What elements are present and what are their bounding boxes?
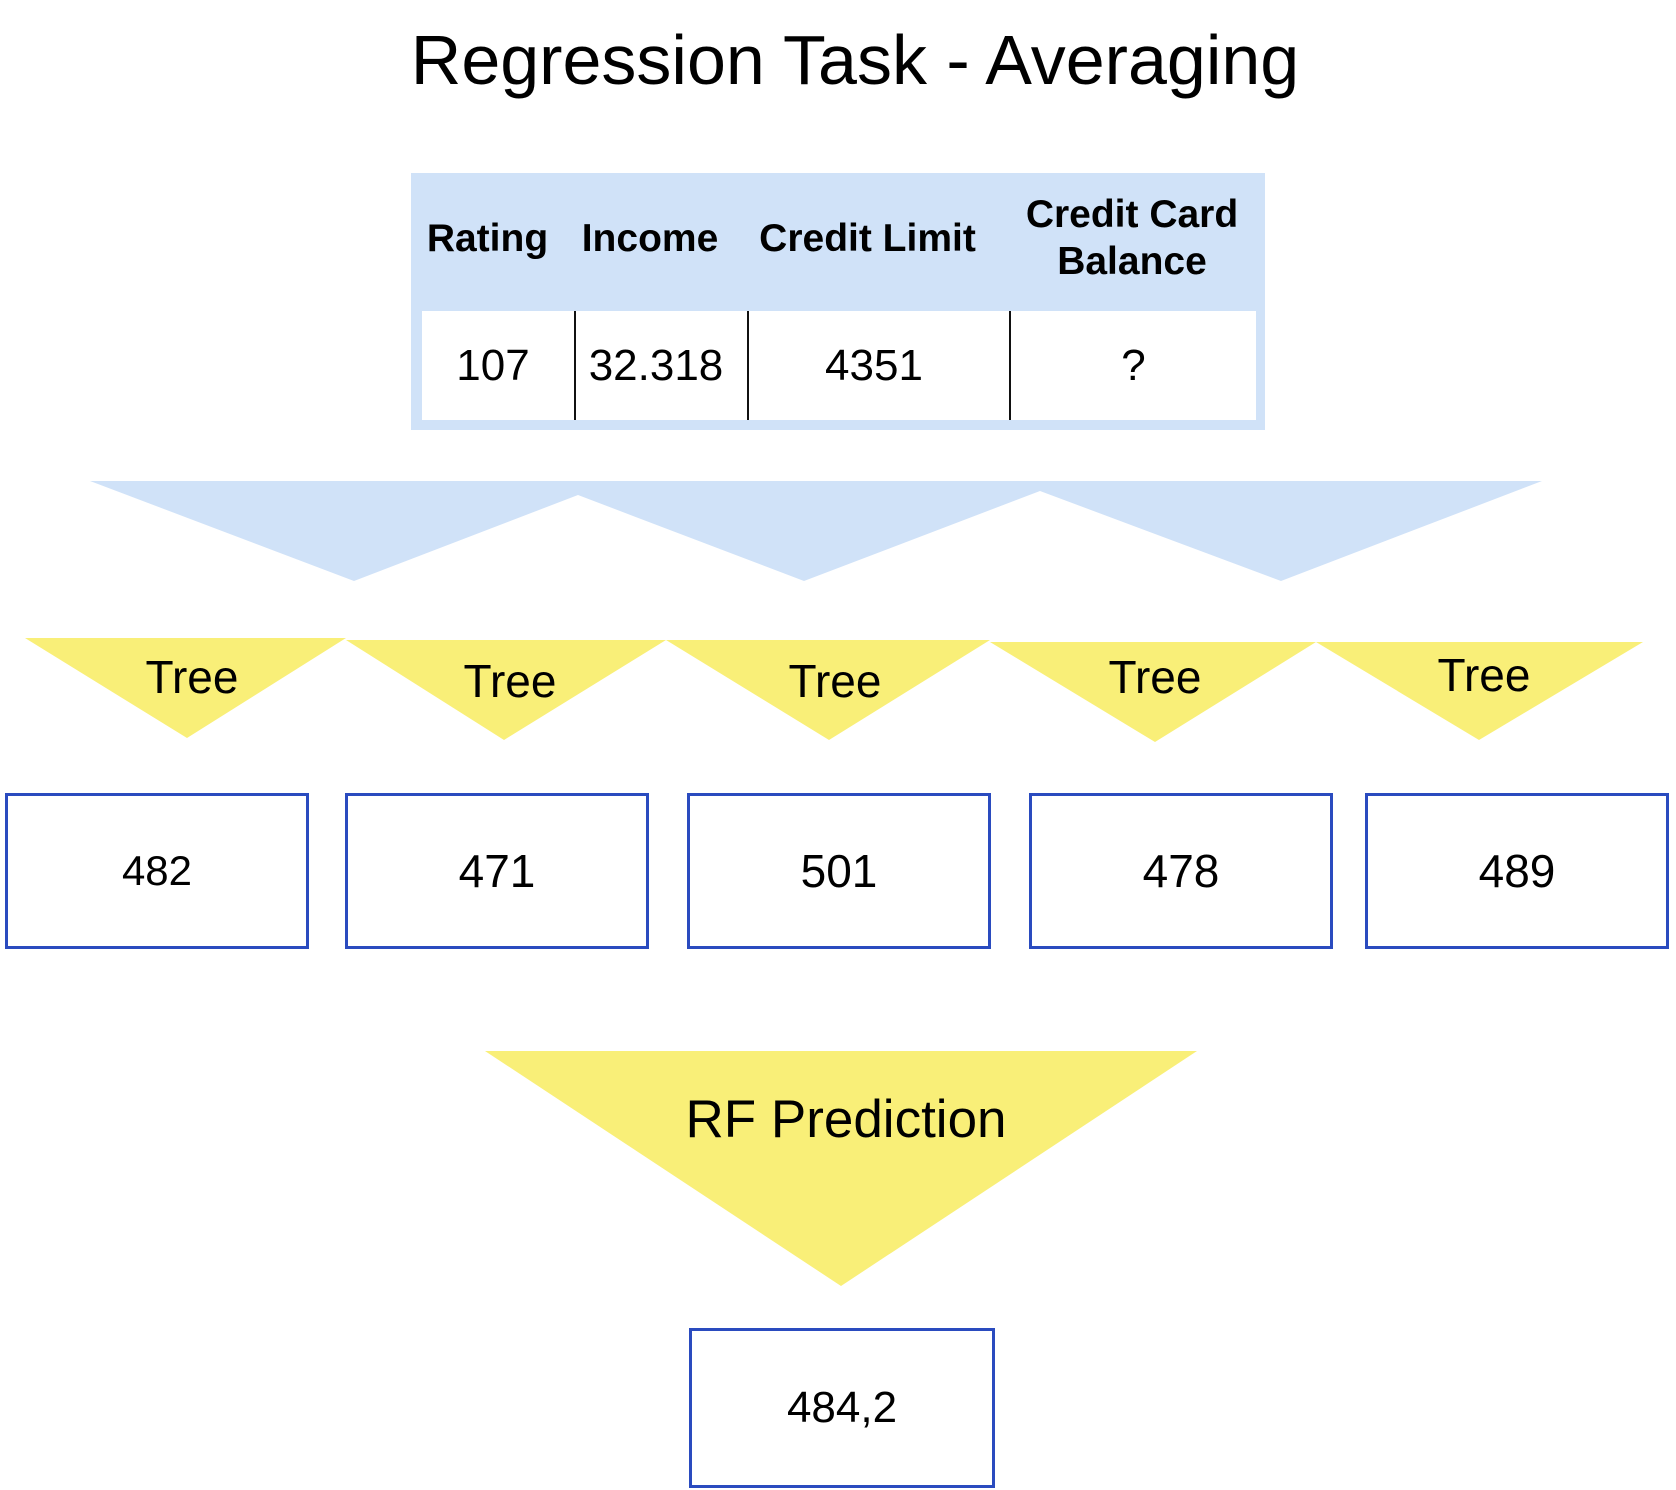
tree-label-2: Tree (463, 655, 557, 707)
page-title: Regression Task - Averaging (410, 21, 1300, 99)
tree-label-1: Tree (145, 651, 239, 703)
tree-prediction-box-3: 501 (687, 793, 991, 949)
tree-label-4: Tree (1108, 651, 1202, 703)
tree-triangle-5 (1316, 642, 1643, 740)
cell-credit-limit: 4351 (825, 340, 923, 390)
column-divider (1009, 311, 1011, 420)
tree-triangle-4 (990, 642, 1316, 742)
tree-prediction-box-4: 478 (1029, 793, 1333, 949)
rf-result-box: 484,2 (689, 1328, 995, 1488)
column-divider (574, 311, 576, 420)
tree-triangle-3 (666, 640, 990, 740)
tree-prediction-box-2: 471 (345, 793, 649, 949)
tree-triangle-1 (25, 638, 346, 738)
tree-label-5: Tree (1437, 649, 1531, 701)
cell-credit-card-balance: ? (1121, 340, 1146, 390)
header-credit-card-balance: Credit Card Balance (999, 173, 1265, 303)
header-rating: Rating (411, 173, 564, 303)
cell-rating: 107 (456, 340, 530, 390)
rf-triangle (485, 1051, 1197, 1286)
input-table: Rating Income Credit Limit Credit Card B… (411, 173, 1265, 430)
tree-triangle-2 (346, 640, 666, 740)
tree-prediction-box-5: 489 (1365, 793, 1669, 949)
header-credit-limit: Credit Limit (736, 173, 999, 303)
cell-income: 32.318 (588, 340, 724, 390)
input-funnel-shape (90, 481, 1542, 581)
header-income: Income (564, 173, 736, 303)
tree-label-3: Tree (788, 655, 882, 707)
column-divider (747, 311, 749, 420)
tree-prediction-box-1: 482 (5, 793, 309, 949)
rf-prediction-label: RF Prediction (685, 1090, 1007, 1149)
table-row: 107 32.318 4351 ? (422, 311, 1256, 420)
